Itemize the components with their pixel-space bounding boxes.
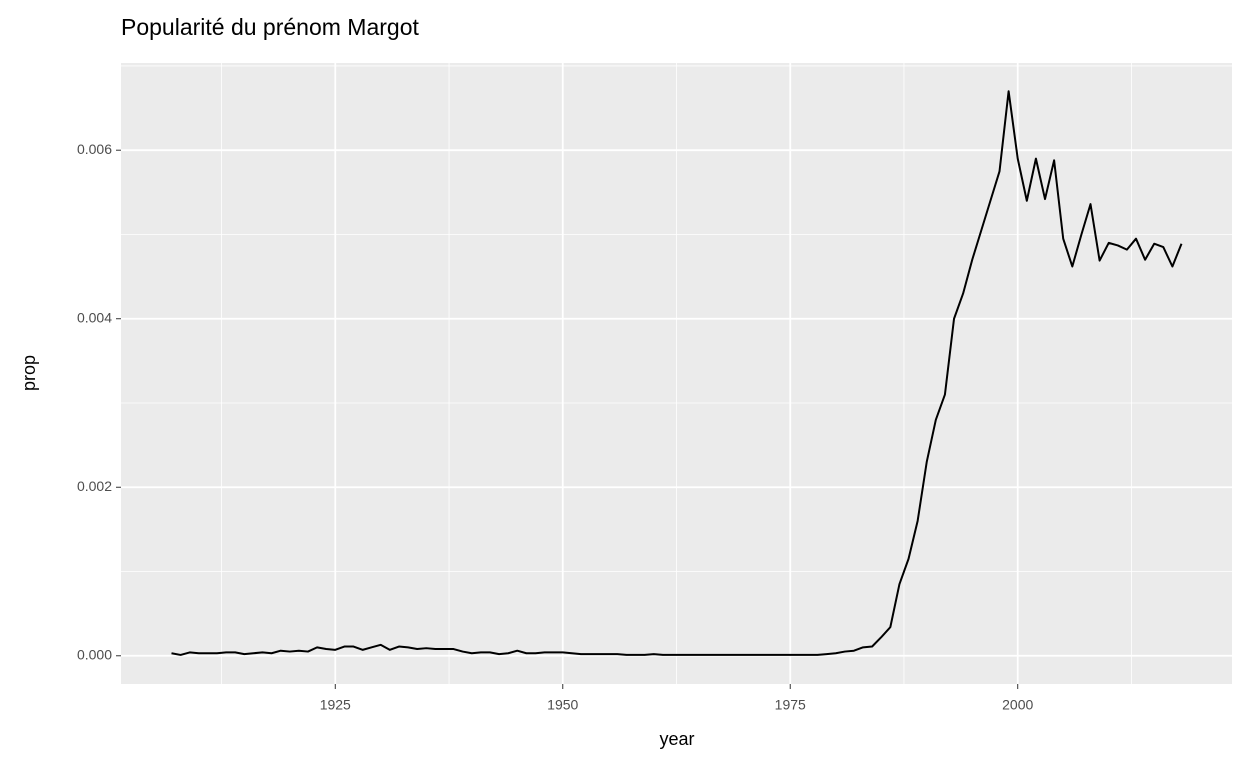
y-tick-label: 0.006	[77, 141, 112, 157]
y-tick-label: 0.004	[77, 309, 112, 325]
x-tick-label: 2000	[1002, 697, 1033, 713]
line	[171, 90, 1183, 656]
chart-title: Popularité du prénom Margot	[121, 14, 419, 40]
x-tick-label: 1925	[320, 697, 351, 713]
x-axis-title: year	[659, 729, 694, 749]
x-tick-label: 1950	[547, 697, 578, 713]
y-tick-label: 0.002	[77, 478, 112, 494]
x-tick-label: 1975	[775, 697, 806, 713]
y-tick-label: 0.000	[77, 646, 112, 662]
y-axis-title: prop	[19, 355, 39, 391]
